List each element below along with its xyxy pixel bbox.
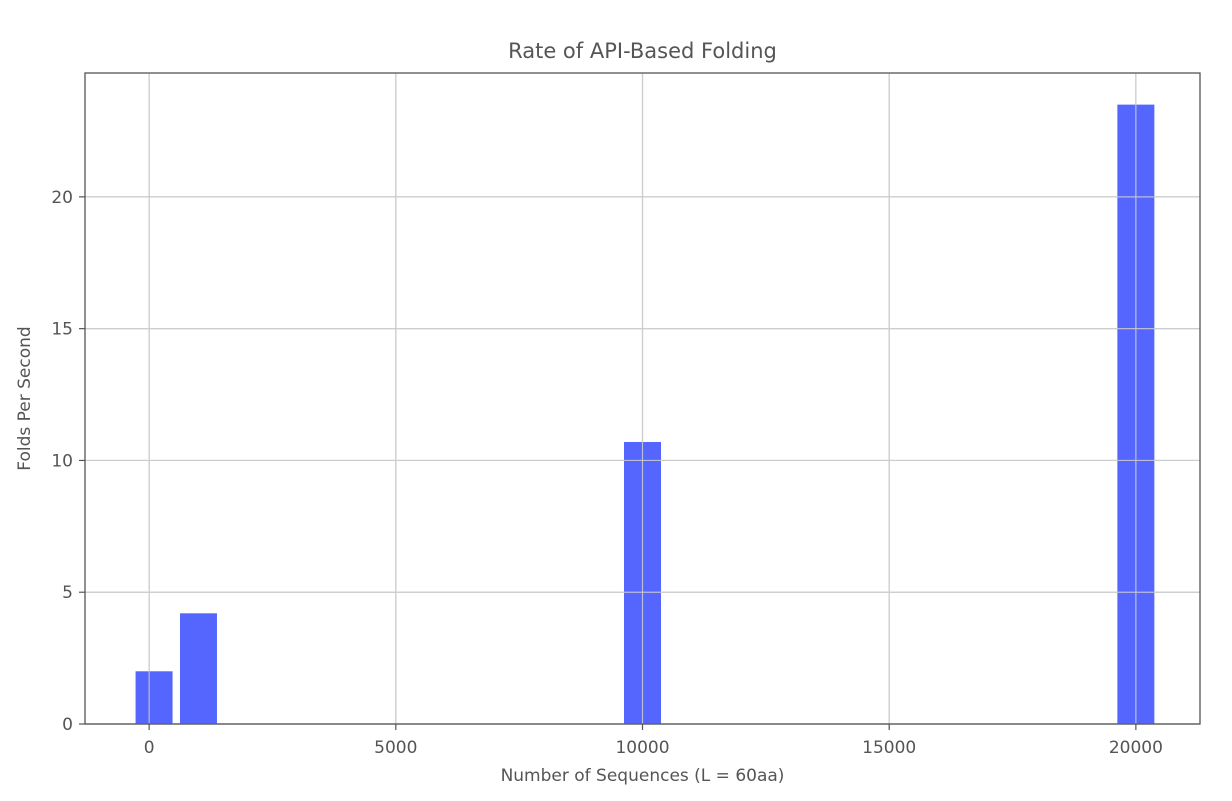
x-tick-label-2: 10000 [615, 738, 669, 758]
y-tick-label-3: 15 [51, 320, 73, 340]
y-tick-label-0: 0 [62, 715, 73, 735]
ticks-layer: 0 5000 10000 15000 20000 0 5 10 15 20 [51, 188, 1163, 758]
y-tick-label-4: 20 [51, 188, 73, 208]
x-axis-label: Number of Sequences (L = 60aa) [501, 766, 785, 786]
x-tick-label-4: 20000 [1109, 738, 1163, 758]
x-tick-label-3: 15000 [862, 738, 916, 758]
bar-1 [179, 613, 217, 724]
bars-layer [85, 73, 1200, 725]
x-tick-label-1: 5000 [374, 738, 417, 758]
y-axis-label: Folds Per Second [15, 326, 35, 470]
bar-0 [135, 671, 173, 724]
chart-title: Rate of API-Based Folding [508, 39, 777, 63]
x-tick-label-0: 0 [144, 738, 155, 758]
y-tick-label-1: 5 [62, 583, 73, 603]
y-tick-label-2: 10 [51, 451, 73, 471]
